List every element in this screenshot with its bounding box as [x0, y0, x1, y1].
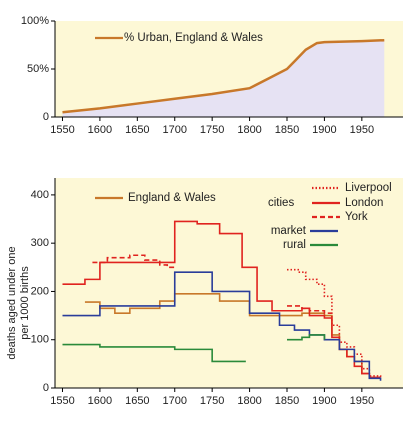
x-tick-label: 1800 [237, 124, 261, 136]
plot-background [55, 178, 403, 388]
x-tick-label: 1850 [275, 395, 299, 407]
y-axis-label: deaths aged under one [6, 246, 18, 359]
x-tick-label: 1900 [312, 395, 336, 407]
y-tick-label: 0 [43, 382, 49, 394]
x-tick-label: 1600 [88, 124, 112, 136]
y-tick-label: 200 [31, 285, 49, 297]
legend-label: market [271, 225, 307, 237]
legend-label: England & Wales [128, 192, 216, 204]
area [62, 40, 385, 118]
x-tick-label: 1950 [350, 395, 374, 407]
legend-label: % Urban, England & Wales [124, 32, 263, 44]
y-tick-label: 400 [31, 189, 49, 201]
x-tick-label: 1650 [125, 395, 149, 407]
step-line [62, 271, 382, 381]
y-axis-label: per 1000 births [19, 266, 31, 340]
legend-label: rural [283, 239, 306, 251]
line [62, 38, 385, 114]
x-tick-label: 1600 [88, 395, 112, 407]
legend-group-label: cities [268, 197, 294, 209]
x-tick-label: 1550 [50, 395, 74, 407]
x-tick-label: 1700 [162, 124, 186, 136]
legend-label: Liverpool [345, 182, 392, 194]
x-tick-label: 1750 [200, 395, 224, 407]
step-line [287, 268, 382, 378]
x-tick-label: 1900 [312, 124, 336, 136]
legend-label: York [345, 211, 368, 223]
step-line [62, 334, 326, 363]
x-tick-label: 1850 [275, 124, 299, 136]
x-tick-label: 1950 [350, 124, 374, 136]
y-tick-label: 0 [43, 111, 49, 123]
y-tick-label: 50% [27, 63, 49, 75]
step-line [92, 254, 332, 314]
x-tick-label: 1650 [125, 124, 149, 136]
y-tick-label: 100% [21, 15, 49, 27]
x-tick-label: 1800 [237, 395, 261, 407]
y-tick-label: 300 [31, 237, 49, 249]
x-tick-label: 1550 [50, 124, 74, 136]
y-tick-label: 100 [31, 334, 49, 346]
legend-label: London [345, 197, 383, 209]
x-tick-label: 1700 [162, 395, 186, 407]
x-tick-label: 1750 [200, 124, 224, 136]
